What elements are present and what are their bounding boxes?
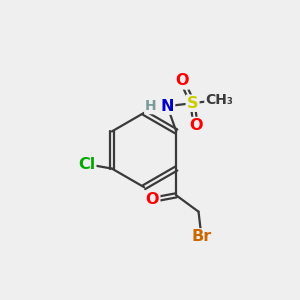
Text: Br: Br [191, 230, 212, 244]
Text: CH₃: CH₃ [206, 93, 233, 107]
Text: O: O [176, 74, 189, 88]
Text: O: O [146, 192, 159, 207]
Text: N: N [160, 99, 174, 114]
Text: H: H [145, 99, 157, 113]
Text: S: S [187, 96, 198, 111]
Text: O: O [189, 118, 202, 133]
Text: Cl: Cl [78, 157, 95, 172]
